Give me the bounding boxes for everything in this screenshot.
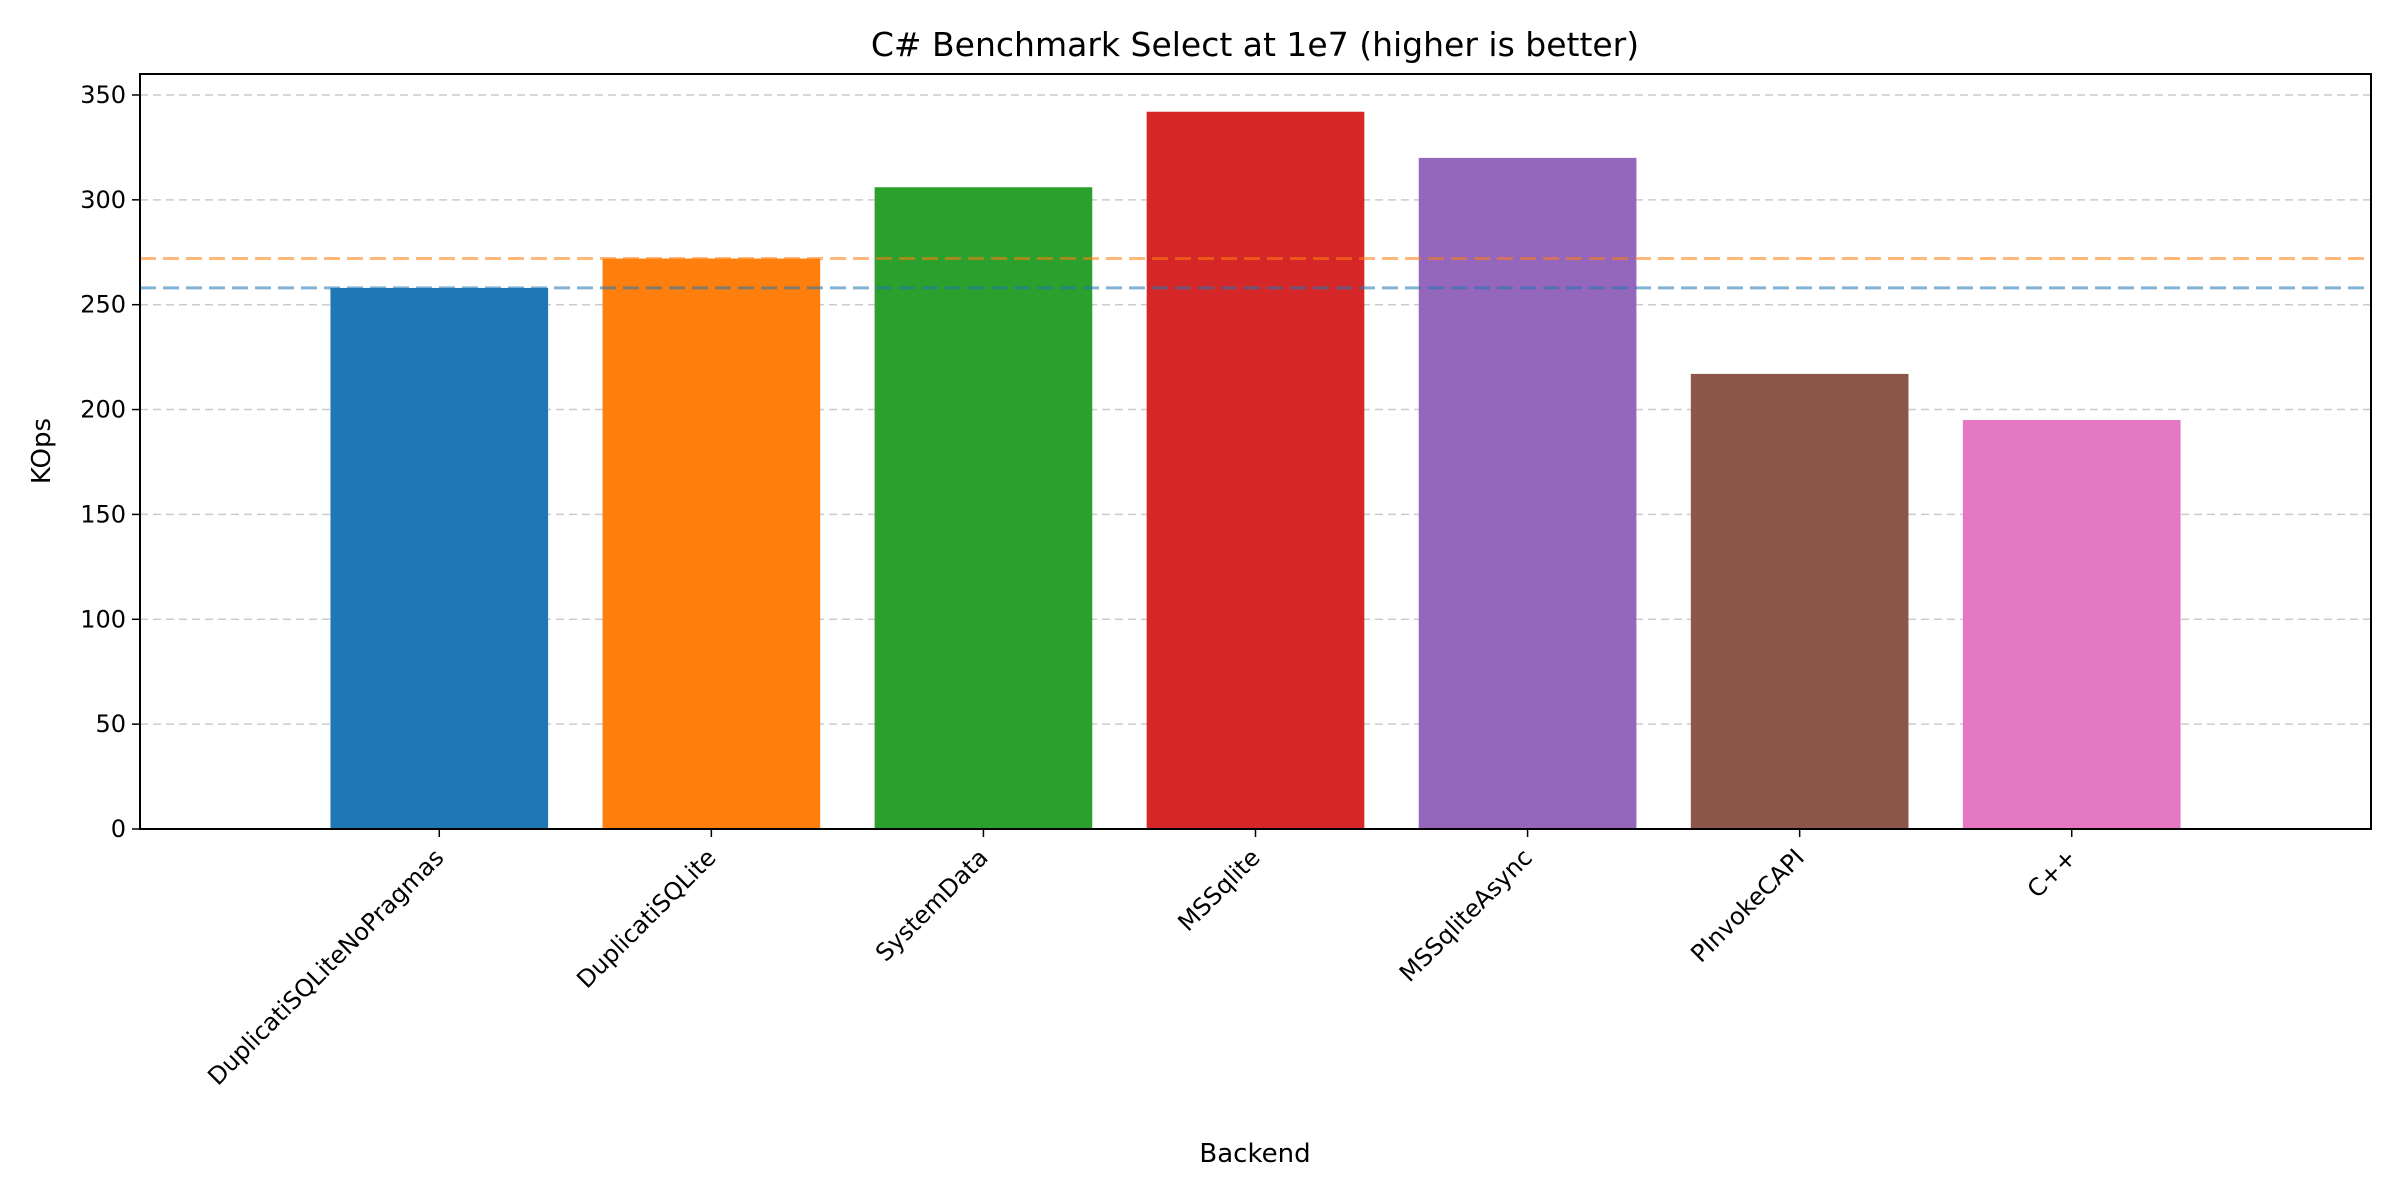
bars <box>330 111 2181 830</box>
x-tick-label-6: C++ <box>2022 843 2082 903</box>
reference-lines <box>140 257 2371 290</box>
y-axis-title: KOps <box>27 418 57 484</box>
x-tick-label-4: MSSqliteAsync <box>1394 843 1538 987</box>
y-tick-label-7: 350 <box>80 81 126 109</box>
x-axis-title: Backend <box>1199 1139 1310 1169</box>
x-tick-label-2: SystemData <box>870 843 994 967</box>
x-tick-label-1: DuplicatiSQLite <box>571 843 721 993</box>
bar-0 <box>330 287 549 830</box>
x-tick-label-5: PInvokeCAPI <box>1685 843 1810 968</box>
bar-6 <box>1962 420 2181 829</box>
y-tick-label-2: 100 <box>80 605 126 633</box>
y-tick-label-1: 50 <box>95 710 126 738</box>
y-tick-label-6: 300 <box>80 186 126 214</box>
y-axis-ticks: 0 50 100 150 200 250 300 350 <box>80 81 140 843</box>
x-axis-ticks: DuplicatiSQLiteNoPragmas DuplicatiSQLite S… <box>202 829 2082 1091</box>
y-tick-label-4: 200 <box>80 396 126 424</box>
x-tick-label-0: DuplicatiSQLiteNoPragmas <box>202 843 449 1090</box>
y-tick-label-5: 250 <box>80 291 126 319</box>
x-tick-label-3: MSSqlite <box>1172 843 1265 936</box>
y-tick-label-0: 0 <box>111 815 126 843</box>
y-tick-label-3: 150 <box>80 500 126 528</box>
bar-1 <box>602 258 821 829</box>
bar-3 <box>1146 111 1365 829</box>
chart-title: C# Benchmark Select at 1e7 (higher is be… <box>871 25 1639 64</box>
bar-2 <box>874 187 1093 829</box>
bar-5 <box>1690 373 1909 829</box>
bar-4 <box>1418 157 1637 829</box>
